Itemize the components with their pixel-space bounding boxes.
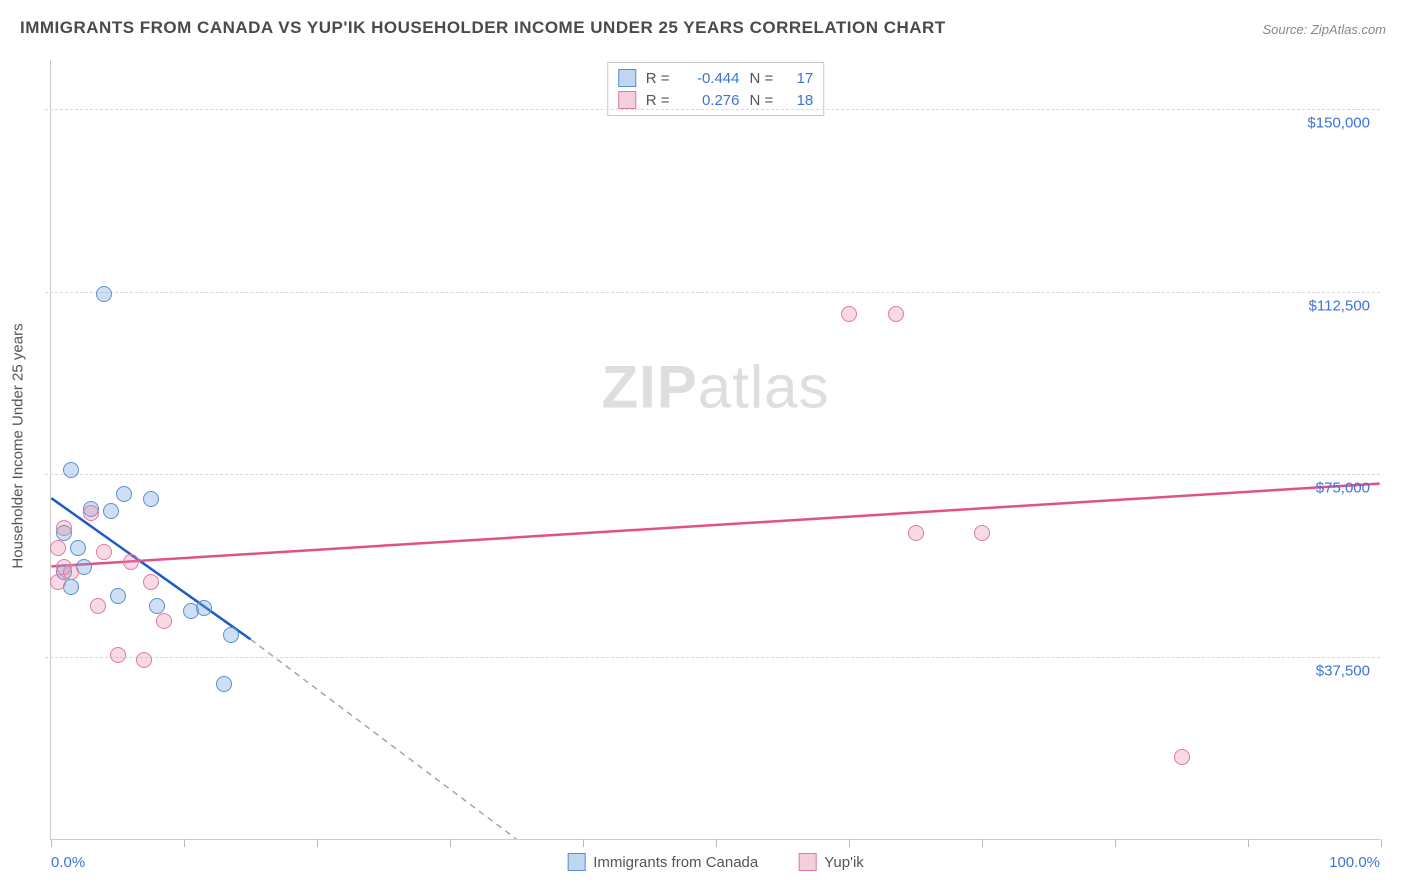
swatch-pink-icon	[798, 853, 816, 871]
x-tick	[583, 839, 584, 847]
y-axis-title: Householder Income Under 25 years	[10, 323, 27, 568]
watermark: ZIPatlas	[601, 353, 829, 422]
scatter-point	[143, 574, 159, 590]
legend-n-label: N =	[750, 92, 774, 109]
scatter-point	[103, 503, 119, 519]
scatter-point	[110, 647, 126, 663]
swatch-pink-icon	[618, 91, 636, 109]
legend-row-blue: R = -0.444 N = 17	[618, 67, 814, 89]
series-legend: Immigrants from Canada Yup'ik	[567, 853, 864, 871]
x-axis-min-label: 0.0%	[51, 854, 85, 871]
legend-item-blue: Immigrants from Canada	[567, 853, 758, 871]
scatter-point	[90, 598, 106, 614]
gridline-h	[45, 292, 1380, 293]
x-tick	[1381, 839, 1382, 847]
legend-blue-r: -0.444	[680, 70, 740, 87]
legend-pink-r: 0.276	[680, 92, 740, 109]
legend-pink-label: Yup'ik	[824, 854, 864, 871]
legend-blue-label: Immigrants from Canada	[593, 854, 758, 871]
scatter-point	[116, 486, 132, 502]
trend-line	[51, 484, 1379, 567]
legend-n-label: N =	[750, 70, 774, 87]
scatter-point	[149, 598, 165, 614]
x-tick	[849, 839, 850, 847]
plot-area: ZIPatlas R = -0.444 N = 17 R = 0.276 N =…	[50, 60, 1380, 840]
x-tick	[51, 839, 52, 847]
y-tick-label: $150,000	[1307, 114, 1370, 131]
scatter-point	[96, 286, 112, 302]
scatter-point	[908, 525, 924, 541]
scatter-point	[223, 627, 239, 643]
legend-r-label: R =	[646, 92, 670, 109]
legend-blue-n: 17	[783, 70, 813, 87]
y-tick-label: $112,500	[1309, 297, 1370, 314]
swatch-blue-icon	[618, 69, 636, 87]
x-tick	[450, 839, 451, 847]
trend-extrapolation	[251, 639, 517, 839]
x-tick	[1248, 839, 1249, 847]
x-tick	[184, 839, 185, 847]
scatter-point	[1174, 749, 1190, 765]
scatter-point	[50, 540, 66, 556]
legend-r-label: R =	[646, 70, 670, 87]
scatter-point	[110, 588, 126, 604]
scatter-point	[156, 613, 172, 629]
scatter-point	[56, 520, 72, 536]
source-attribution: Source: ZipAtlas.com	[1262, 22, 1386, 37]
scatter-point	[974, 525, 990, 541]
scatter-point	[83, 505, 99, 521]
legend-item-pink: Yup'ik	[798, 853, 864, 871]
watermark-bold: ZIP	[601, 354, 697, 421]
scatter-point	[136, 652, 152, 668]
scatter-point	[123, 554, 139, 570]
x-tick	[317, 839, 318, 847]
scatter-point	[96, 544, 112, 560]
x-tick	[716, 839, 717, 847]
scatter-point	[70, 540, 86, 556]
x-axis-max-label: 100.0%	[1329, 854, 1380, 871]
scatter-point	[63, 462, 79, 478]
scatter-point	[888, 306, 904, 322]
y-tick-label: $37,500	[1316, 663, 1370, 680]
swatch-blue-icon	[567, 853, 585, 871]
gridline-h	[45, 657, 1380, 658]
scatter-point	[143, 491, 159, 507]
y-tick-label: $75,000	[1316, 480, 1370, 497]
gridline-h	[45, 109, 1380, 110]
x-tick	[1115, 839, 1116, 847]
scatter-point	[63, 564, 79, 580]
legend-pink-n: 18	[783, 92, 813, 109]
x-tick	[982, 839, 983, 847]
scatter-point	[196, 600, 212, 616]
scatter-point	[216, 676, 232, 692]
legend-row-pink: R = 0.276 N = 18	[618, 89, 814, 111]
gridline-h	[45, 474, 1380, 475]
scatter-point	[50, 574, 66, 590]
chart-title: IMMIGRANTS FROM CANADA VS YUP'IK HOUSEHO…	[20, 18, 946, 38]
scatter-point	[841, 306, 857, 322]
watermark-rest: atlas	[698, 354, 830, 421]
trendlines-layer	[51, 60, 1380, 839]
